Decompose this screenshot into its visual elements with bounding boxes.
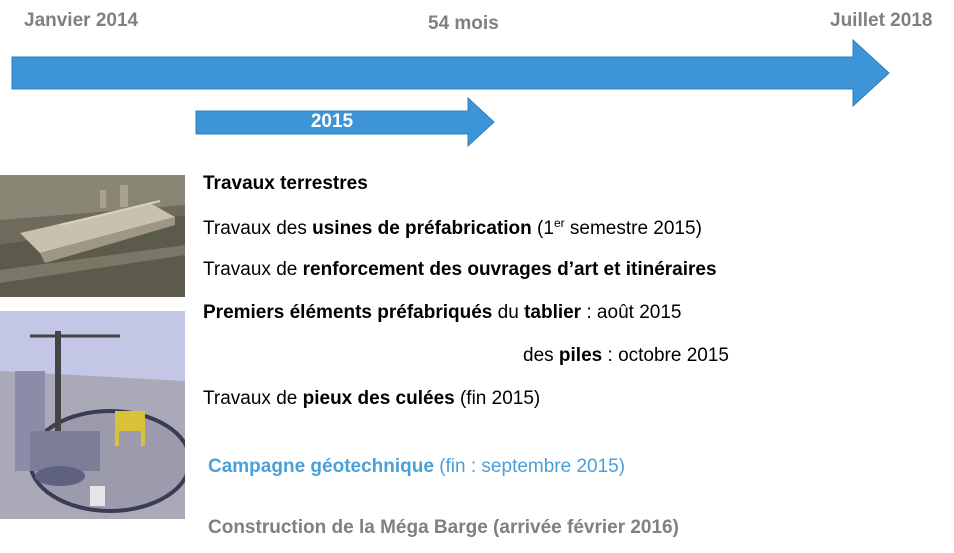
year-2015-arrow <box>195 96 495 148</box>
item-pieux-culees: Travaux de pieux des culées (fin 2015) <box>203 388 540 410</box>
item-campagne-bold: Campagne géotechnique <box>208 456 434 477</box>
item-usines-prefabrication: Travaux des usines de préfabrication (1e… <box>203 216 702 240</box>
year-2015-label: 2015 <box>310 111 354 132</box>
item-usines-bold: usines de préfabrication <box>312 218 532 239</box>
item-premiers-mid: du <box>492 302 525 323</box>
item-pieux-pre: Travaux de <box>203 388 303 409</box>
item-renforcement-bold: renforcement des ouvrages d’art et itiné… <box>302 259 717 280</box>
item-mega-barge: Construction de la Méga Barge (arrivée f… <box>208 517 679 538</box>
item-pieux-bold: pieux des culées <box>302 388 455 409</box>
item-travaux-terrestres: Travaux terrestres <box>203 173 368 195</box>
timeline-duration-label: 54 mois <box>428 13 499 34</box>
timeline-start-label: Janvier 2014 <box>24 10 139 31</box>
timeline-end-label: Juillet 2018 <box>830 10 933 31</box>
item-usines-pre: Travaux des <box>203 218 313 239</box>
item-premiers-post: : août 2015 <box>581 302 682 323</box>
item-premiers-elements: Premiers éléments préfabriqués du tablie… <box>203 302 681 324</box>
item-campagne-geotechnique: Campagne géotechnique (fin : septembre 2… <box>208 456 625 478</box>
item-piles-post: : octobre 2015 <box>602 345 730 366</box>
item-renforcement: Travaux de renforcement des ouvrages d’a… <box>203 259 717 281</box>
item-travaux-terrestres-text: Travaux terrestres <box>203 173 368 194</box>
item-piles: des piles : octobre 2015 <box>523 345 729 367</box>
item-usines-sup: er <box>553 216 565 230</box>
main-timeline-arrow <box>11 38 890 108</box>
construction-site-3d-render <box>0 311 185 519</box>
item-piles-pre: des <box>523 345 559 366</box>
item-premiers-bold-a: Premiers éléments préfabriqués <box>203 302 493 323</box>
item-premiers-bold-b: tablier <box>524 302 582 323</box>
item-piles-bold: piles <box>558 345 603 366</box>
item-pieux-post: (fin 2015) <box>454 388 541 409</box>
prefabrication-site-photo <box>0 175 185 297</box>
timeline-arrows <box>11 38 890 148</box>
item-usines-post-a: (1 <box>531 218 554 239</box>
item-renforcement-pre: Travaux de <box>203 259 303 280</box>
item-usines-post-b: semestre 2015) <box>564 218 702 239</box>
item-campagne-post: (fin : septembre 2015) <box>433 456 626 477</box>
